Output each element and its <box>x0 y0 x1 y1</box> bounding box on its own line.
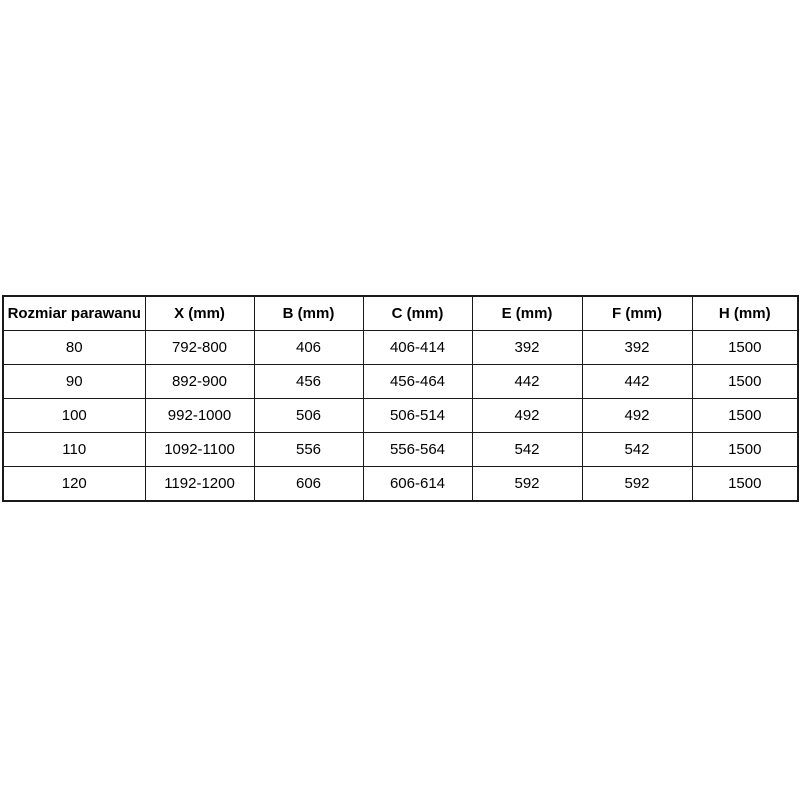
header-h-mm: H (mm) <box>691 295 799 331</box>
table-cell: 456 <box>253 364 364 399</box>
table-cell: 506-514 <box>362 398 473 433</box>
table-cell: 456-464 <box>362 364 473 399</box>
table-cell: 442 <box>581 364 693 399</box>
table-cell: 556-564 <box>362 432 473 467</box>
table-row: 110 1092-1100 556 556-564 542 542 1500 <box>2 432 799 467</box>
table-cell: 1192-1200 <box>144 466 255 502</box>
table-cell: 442 <box>471 364 583 399</box>
table-row: 120 1192-1200 606 606-614 592 592 1500 <box>2 466 799 502</box>
table-cell: 556 <box>253 432 364 467</box>
table-cell: 1092-1100 <box>144 432 255 467</box>
header-c-mm: C (mm) <box>362 295 473 331</box>
header-x-mm: X (mm) <box>144 295 255 331</box>
table-cell: 406-414 <box>362 330 473 365</box>
table-cell: 606 <box>253 466 364 502</box>
header-b-mm: B (mm) <box>253 295 364 331</box>
table-cell: 542 <box>581 432 693 467</box>
table-cell: 1500 <box>691 432 799 467</box>
table-cell: 592 <box>581 466 693 502</box>
table-cell: 506 <box>253 398 364 433</box>
table-row: 100 992-1000 506 506-514 492 492 1500 <box>2 398 799 433</box>
table-cell: 90 <box>2 364 146 399</box>
table-cell: 606-614 <box>362 466 473 502</box>
table-row: 80 792-800 406 406-414 392 392 1500 <box>2 330 799 365</box>
header-rozmiar-parawanu: Rozmiar parawanu <box>2 295 146 331</box>
table-cell: 542 <box>471 432 583 467</box>
header-f-mm: F (mm) <box>581 295 693 331</box>
screen-size-spec-table: Rozmiar parawanu X (mm) B (mm) C (mm) E … <box>2 295 799 502</box>
table-cell: 792-800 <box>144 330 255 365</box>
header-row: Rozmiar parawanu X (mm) B (mm) C (mm) E … <box>2 295 799 331</box>
table-cell: 80 <box>2 330 146 365</box>
table-cell: 892-900 <box>144 364 255 399</box>
table-cell: 1500 <box>691 466 799 502</box>
table-cell: 592 <box>471 466 583 502</box>
table-cell: 406 <box>253 330 364 365</box>
table-cell: 1500 <box>691 398 799 433</box>
table-cell: 492 <box>471 398 583 433</box>
table-cell: 392 <box>581 330 693 365</box>
table-cell: 120 <box>2 466 146 502</box>
table-cell: 392 <box>471 330 583 365</box>
table-cell: 1500 <box>691 364 799 399</box>
header-e-mm: E (mm) <box>471 295 583 331</box>
table-cell: 492 <box>581 398 693 433</box>
table-cell: 100 <box>2 398 146 433</box>
table-row: 90 892-900 456 456-464 442 442 1500 <box>2 364 799 399</box>
table-cell: 1500 <box>691 330 799 365</box>
table-cell: 110 <box>2 432 146 467</box>
table-cell: 992-1000 <box>144 398 255 433</box>
